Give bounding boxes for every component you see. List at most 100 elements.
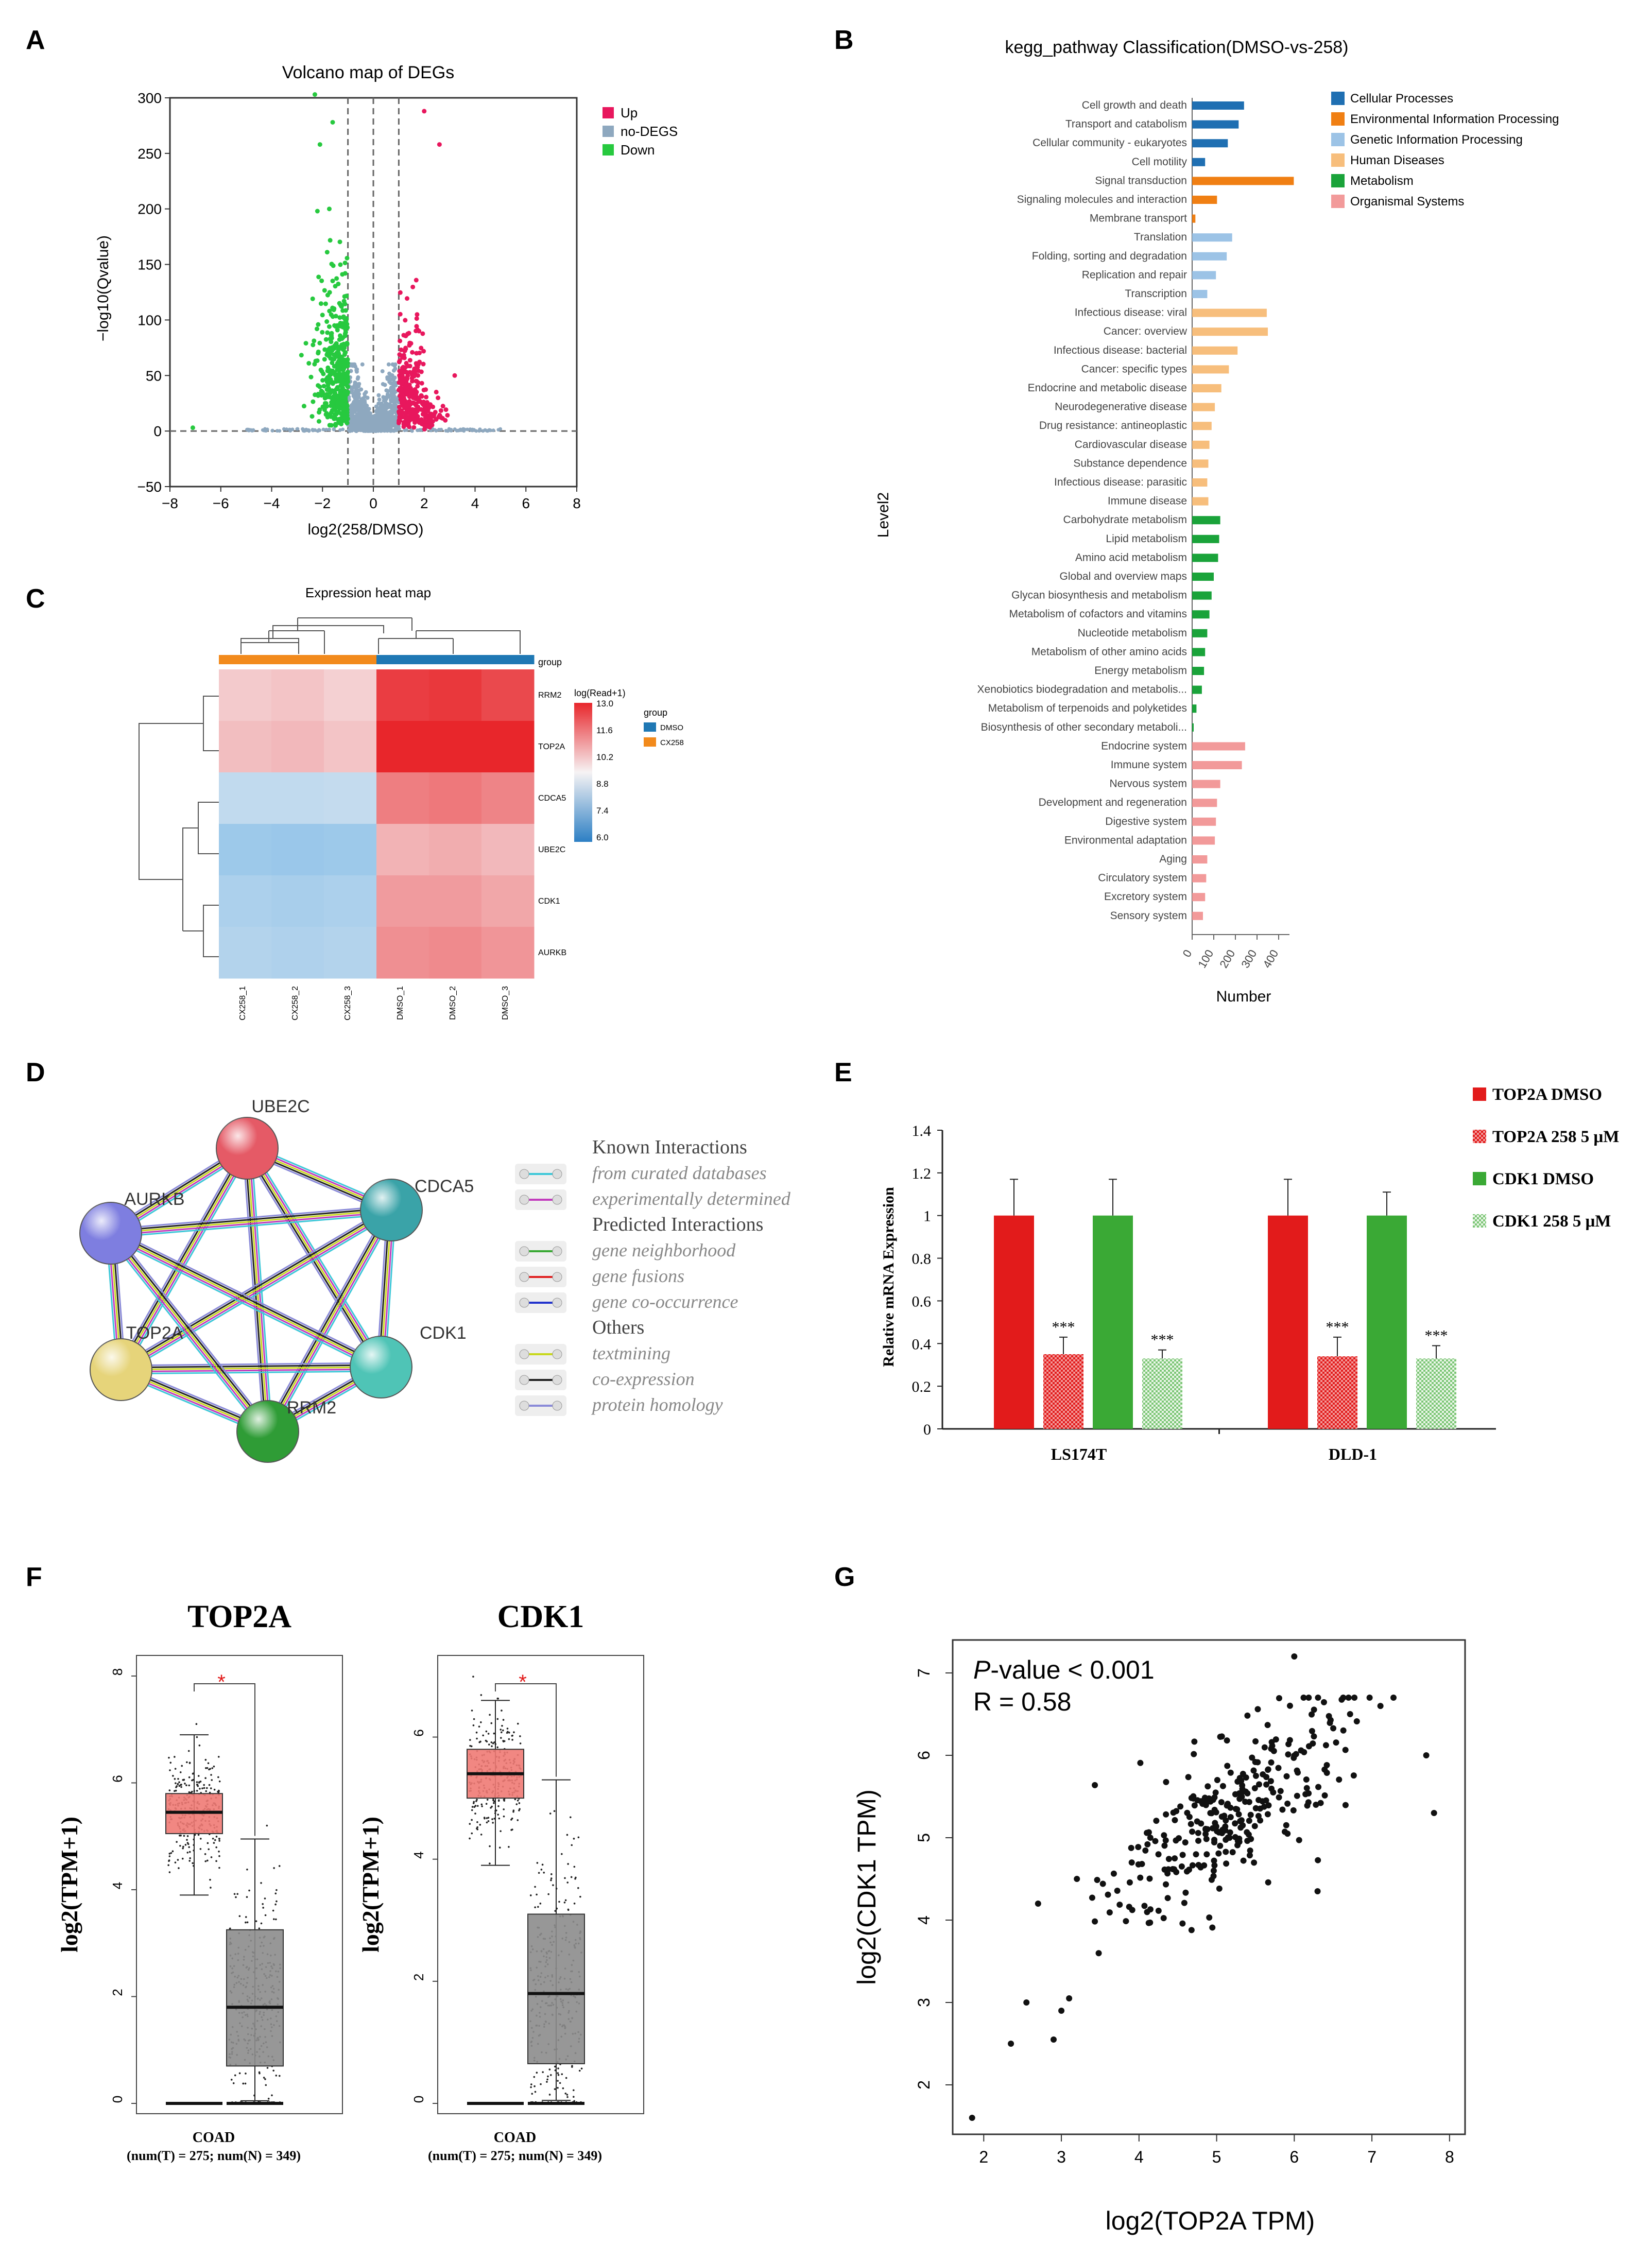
correlation-point [1254,1706,1261,1713]
point-down [329,312,334,317]
kegg-legend-swatch [1331,195,1345,208]
qpcr-legend-label: CDK1 DMSO [1492,1170,1594,1188]
point-up [400,373,405,378]
boxplot-point [264,1897,266,1899]
network-legend-swatch-node [519,1272,529,1282]
kegg-legend: Cellular Processes Environmental Informat… [1331,92,1559,209]
boxplot-point [536,1862,539,1864]
boxplot-point [177,1777,179,1780]
network-edge [265,1208,390,1431]
heatmap-group-legend: group DMSO CX258 [644,707,684,747]
correlation-point [1275,1765,1282,1771]
network-legend-swatch-node [519,1298,529,1308]
boxplot-point [229,1927,231,1930]
boxplot-point [168,1789,171,1791]
boxplot-point [514,1798,517,1801]
correlation-point [1106,1909,1113,1916]
point-nodeg [270,428,274,433]
volcano-ylabel: −log10(Qvalue) [95,235,112,341]
boxplot-point [534,2091,537,2093]
kegg-category-label: Replication and repair [1082,269,1187,281]
correlation-point [1146,1875,1153,1882]
point-up [419,369,424,374]
boxplot-point [174,1768,177,1770]
boxplot-point [580,2067,583,2070]
correlation-point [1268,1759,1275,1766]
boxplot-point [566,1881,569,1884]
correlation-point [1232,1834,1238,1840]
boxplot-point [570,1876,573,1878]
point-down [339,384,344,389]
boxplot-point [567,1863,569,1865]
point-nodeg [386,389,390,393]
boxplot-point [534,1906,536,1908]
point-down [316,391,321,396]
point-nodeg [275,429,279,433]
network-legend-item: protein homology [591,1394,723,1415]
point-down [315,326,320,332]
boxplot-point [275,1918,277,1921]
boxplot-point [530,2083,532,2085]
network-edge [107,1235,265,1435]
network-legend-section: Known Interactions [592,1136,747,1158]
correlation-point [1255,1781,1262,1788]
colorscale-tick: 7.4 [596,806,609,816]
kegg-ylabel: Level2 [875,492,892,538]
boxplot-point [489,1845,491,1847]
panel-letter-b: B [834,25,854,55]
boxplot-point [512,1810,514,1813]
boxplot-point [178,1781,180,1784]
boxplot-point [563,1901,566,1904]
point-nodeg [378,402,383,406]
kegg-category-label: Metabolism of cofactors and vitamins [1009,608,1187,620]
boxplot-point [266,2067,269,2069]
correlation-point [1152,1838,1159,1844]
correlation-point [1236,1795,1243,1802]
qpcr-bar [1093,1215,1133,1429]
boxplot-point [182,1779,184,1781]
point-down [334,276,339,281]
boxplot-ylabel: log2(TPM+1) [357,1817,384,1953]
kegg-bar [1192,629,1208,637]
boxplot-point [578,2069,581,2072]
correlation-point [1366,1695,1373,1701]
point-down [316,383,321,388]
point-down [332,416,337,421]
kegg-legend-label: Metabolism [1350,174,1414,188]
point-down [345,357,350,362]
legend-down-label: Down [621,142,655,158]
network-edge [110,1233,269,1432]
point-up [434,417,439,422]
network-node-highlight [90,1339,152,1401]
kegg-category-label: Transport and catabolism [1065,118,1187,130]
network-node-highlight [350,1336,412,1398]
qpcr-legend-swatch [1473,1087,1486,1101]
network-legend-item: experimentally determined [592,1188,791,1209]
point-nodeg [355,425,360,429]
heat-cell [324,875,377,927]
boxplot-point [550,1879,552,1881]
correlation-point [1250,1767,1257,1774]
group-legend-title: group [644,707,667,718]
point-down [320,378,325,383]
network-edge [113,1230,272,1429]
legend-nodeg-swatch [603,126,614,137]
point-nodeg [352,400,356,404]
point-nodeg [389,428,393,432]
correlation-point [1285,1751,1292,1758]
heat-cell [219,772,272,824]
boxplot-point [264,2078,266,2080]
correlation-point [1290,1807,1297,1814]
correlation-point [1211,1857,1217,1864]
point-nodeg [469,428,473,432]
correlation-point [1244,1712,1251,1719]
point-nodeg [390,377,395,382]
point-nodeg [387,379,392,384]
kegg-category-label: Nervous system [1109,778,1187,790]
correlation-point [1351,1695,1358,1701]
point-nodeg [449,427,453,431]
point-down [323,337,329,342]
correlation-point [1208,1796,1215,1803]
boxplot-point [175,1782,177,1784]
point-down [320,330,325,335]
